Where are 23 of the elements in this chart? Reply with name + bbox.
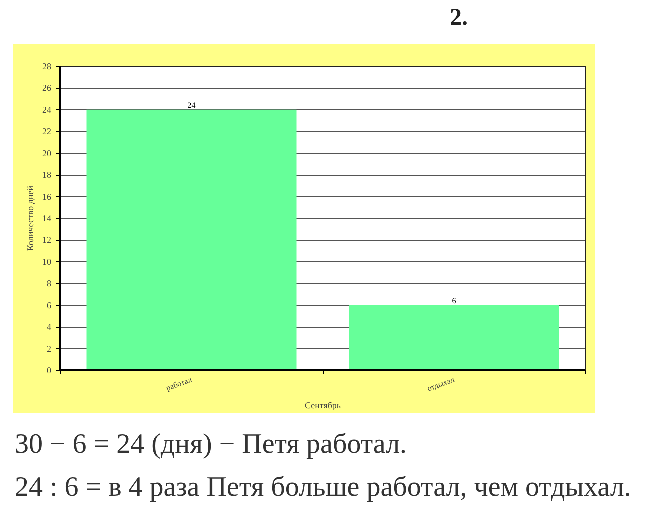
y-tick-label: 18 [42, 170, 52, 180]
y-tick-label: 14 [42, 214, 52, 224]
chart-title: 2. [450, 4, 468, 33]
y-tick-label: 2 [47, 344, 52, 354]
y-tick-label: 22 [42, 126, 52, 137]
x-axis-title: Сентябрь [304, 400, 342, 411]
data-label: 24 [188, 100, 196, 110]
y-tick-label: 0 [47, 366, 52, 376]
y-tick-label: 16 [42, 192, 52, 202]
text: 30 − 6 = 24 (дня) − Петя работал. [15, 429, 408, 460]
x-tick-label: отдыхал [426, 375, 456, 394]
y-tick-label: 20 [42, 148, 52, 158]
y-tick-label: 28 [42, 62, 52, 72]
text: 24 : 6 = в 4 раза Петя больше работал, чем отдыхал. [15, 472, 632, 503]
y-tick-label: 24 [42, 104, 52, 115]
y-tick-label: 4 [47, 322, 52, 332]
y-tick-label: 6 [47, 300, 52, 310]
y-tick-label: 12 [42, 235, 52, 246]
data-label: 6 [452, 296, 456, 306]
y-tick-label: 10 [42, 256, 52, 267]
y-axis-title: Количество дней [26, 186, 36, 252]
y-tick-label: 26 [42, 83, 52, 94]
y-tick-label: 8 [47, 278, 52, 289]
